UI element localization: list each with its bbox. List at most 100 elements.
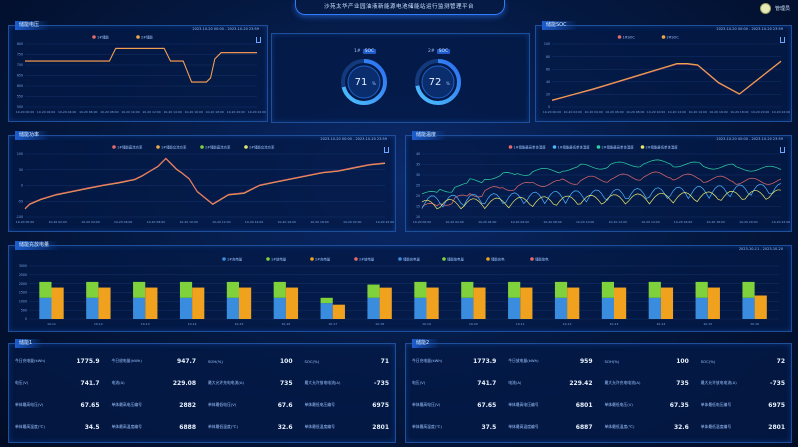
stat-item: 最大允许放电电流(A) -735 [299, 372, 396, 394]
y-tick-label: 100 [17, 152, 23, 156]
x-tick-label: 10-20 08:00 [100, 110, 118, 114]
x-tick-label: 10-20 12:00 [212, 220, 230, 224]
stat-label: 电压(V) [15, 380, 29, 385]
stat-value: 34.5 [84, 423, 100, 431]
x-tick-label: 10-20 18:00 [730, 110, 748, 114]
user-name[interactable]: 管理员 [774, 6, 790, 12]
energy-chart: 1#充电量 1#放电量 2#充电量 2#放电量 储能充电量 储能放电量 储能充电 储能放电 30… [19, 256, 779, 326]
x-tick-label: 10-20 06:00 [79, 110, 97, 114]
energy-panel-title: 储能充放电量 [15, 241, 60, 250]
x-tick-label: 10-20 08:00 [543, 220, 561, 224]
x-tick-label: 10-14 [188, 322, 197, 326]
x-tick-label: 10-20 02:00 [445, 220, 463, 224]
x-tick-label: 10-20 12:00 [668, 110, 686, 114]
bar-charge-2 [660, 287, 674, 319]
stat-label: 电压(V) [412, 380, 426, 385]
legend-label: 2#储能 [141, 34, 153, 39]
y-tick-label: 700 [17, 63, 23, 67]
bar-charge-2 [192, 287, 205, 319]
stat-label: 单体最高电压编号 [508, 402, 539, 407]
x-tick-label: 10-20 14:00 [163, 110, 181, 114]
stat-item: 电压(V) 741.7 [9, 372, 106, 394]
bar-discharge-1 [414, 281, 427, 298]
x-tick-label: 10-20 20:00 [739, 220, 757, 224]
download-icon[interactable] [780, 37, 785, 43]
gauge-left-value: 71 [355, 77, 368, 88]
stat-value: 37.5 [481, 423, 497, 431]
user-avatar[interactable] [759, 3, 771, 14]
temperature-panel-time: 2023-10-20 00:00 - 2023-10-20 23:59 [716, 137, 783, 141]
stat-item: 单体最低温度(℃) 32.6 [202, 416, 299, 438]
bar-discharge-1 [742, 281, 755, 298]
legend-marker [661, 35, 666, 39]
x-tick-label: 10-20 16:00 [674, 220, 692, 224]
stat-label: 最大允许充电电流(A) [208, 380, 244, 385]
power-panel-time: 2023-10-20 00:00 - 2023-10-20 23:59 [320, 137, 387, 141]
stat-item: 最大允许充电电流(A) 735 [599, 372, 695, 394]
download-icon[interactable] [384, 147, 389, 153]
stat-label: 今日放电量(kWh) [111, 358, 142, 363]
legend-marker [398, 257, 402, 261]
y-tick-label: 20 [546, 93, 550, 97]
stat-value: 6975 [768, 401, 785, 409]
stat-value: 2882 [179, 401, 196, 409]
x-tick-label: 10-20 10:00 [576, 220, 594, 224]
download-icon[interactable] [256, 37, 261, 43]
temp-series-2 [421, 171, 782, 207]
y-tick-label: 50 [19, 168, 23, 172]
y-tick-label: 0 [25, 317, 27, 321]
bar-charge-1 [648, 297, 661, 319]
legend-label: 储能放电 [535, 256, 549, 261]
stat-value: 735 [676, 379, 689, 387]
legend-marker [222, 257, 226, 261]
stat-item: 单体最低电压(V) 67.35 [599, 394, 695, 416]
x-tick-label: 10-11 [47, 322, 56, 326]
bar-discharge-1 [648, 281, 661, 298]
gauge-left-unit: % [372, 81, 376, 86]
bar-discharge-1 [226, 281, 239, 298]
stat-item: 单体最高温度(℃) 37.5 [406, 416, 502, 438]
x-tick-label: 10-20 04:00 [58, 110, 76, 114]
soc-panel-title: 储能SOC [542, 21, 577, 30]
stat-value: -735 [373, 379, 389, 387]
legend-marker [200, 145, 204, 149]
stat-item: SOH(%) 100 [202, 350, 299, 372]
y-tick-label: 1500 [19, 291, 27, 295]
legend-marker [266, 257, 270, 261]
x-tick-label: 10-15 [235, 322, 244, 326]
stat-value: -735 [769, 379, 785, 387]
legend-label: 1#放电量 [271, 256, 287, 261]
stats-panel-2-title: 储能2 [412, 339, 440, 348]
x-tick-label: 10-13 [610, 322, 619, 326]
legend-marker [136, 35, 140, 39]
y-tick-label: 500 [17, 105, 23, 109]
x-tick-label: 10-20 18:00 [310, 220, 328, 224]
stat-value: 2801 [372, 423, 389, 431]
stat-label: 今日充电量(kWh) [412, 358, 443, 363]
bar-discharge-1 [367, 284, 380, 298]
bar-discharge-1 [508, 281, 521, 298]
stat-item: 单体最低温度(℃) 32.6 [599, 416, 695, 438]
download-icon[interactable] [780, 147, 785, 153]
legend-marker [508, 145, 513, 149]
bar-discharge-1 [461, 281, 474, 298]
y-tick-label: 800 [17, 42, 23, 46]
y-tick-label: 600 [17, 84, 23, 88]
stat-label: 单体最高温度(℃) [412, 424, 443, 429]
bar-discharge-1 [273, 281, 286, 298]
stat-label: 单体最低电压(V) [208, 402, 237, 407]
power-panel-title: 储能功率 [15, 131, 50, 140]
legend-label: 1#储能最低单体温度 [558, 144, 591, 149]
legend-marker [552, 145, 557, 149]
voltage-panel-title: 储能电压 [15, 21, 50, 30]
stat-value: 1775.9 [76, 357, 100, 365]
voltage-panel: 储能电压 2023-10-20 00:00 - 2023-10-20 23:59… [8, 21, 268, 122]
legend-label: 2#储能最高单体温度 [602, 144, 635, 149]
legend-marker [442, 257, 446, 261]
user-menu[interactable]: 管理员 [759, 3, 790, 14]
soc-gauges: 71 % 72 % [341, 59, 461, 105]
stat-value: 2801 [768, 423, 785, 431]
bar-charge-1 [86, 297, 99, 319]
legend-label: 1#储能直流功率 [117, 144, 143, 149]
stat-label: 单体最高电压编号 [111, 402, 142, 407]
